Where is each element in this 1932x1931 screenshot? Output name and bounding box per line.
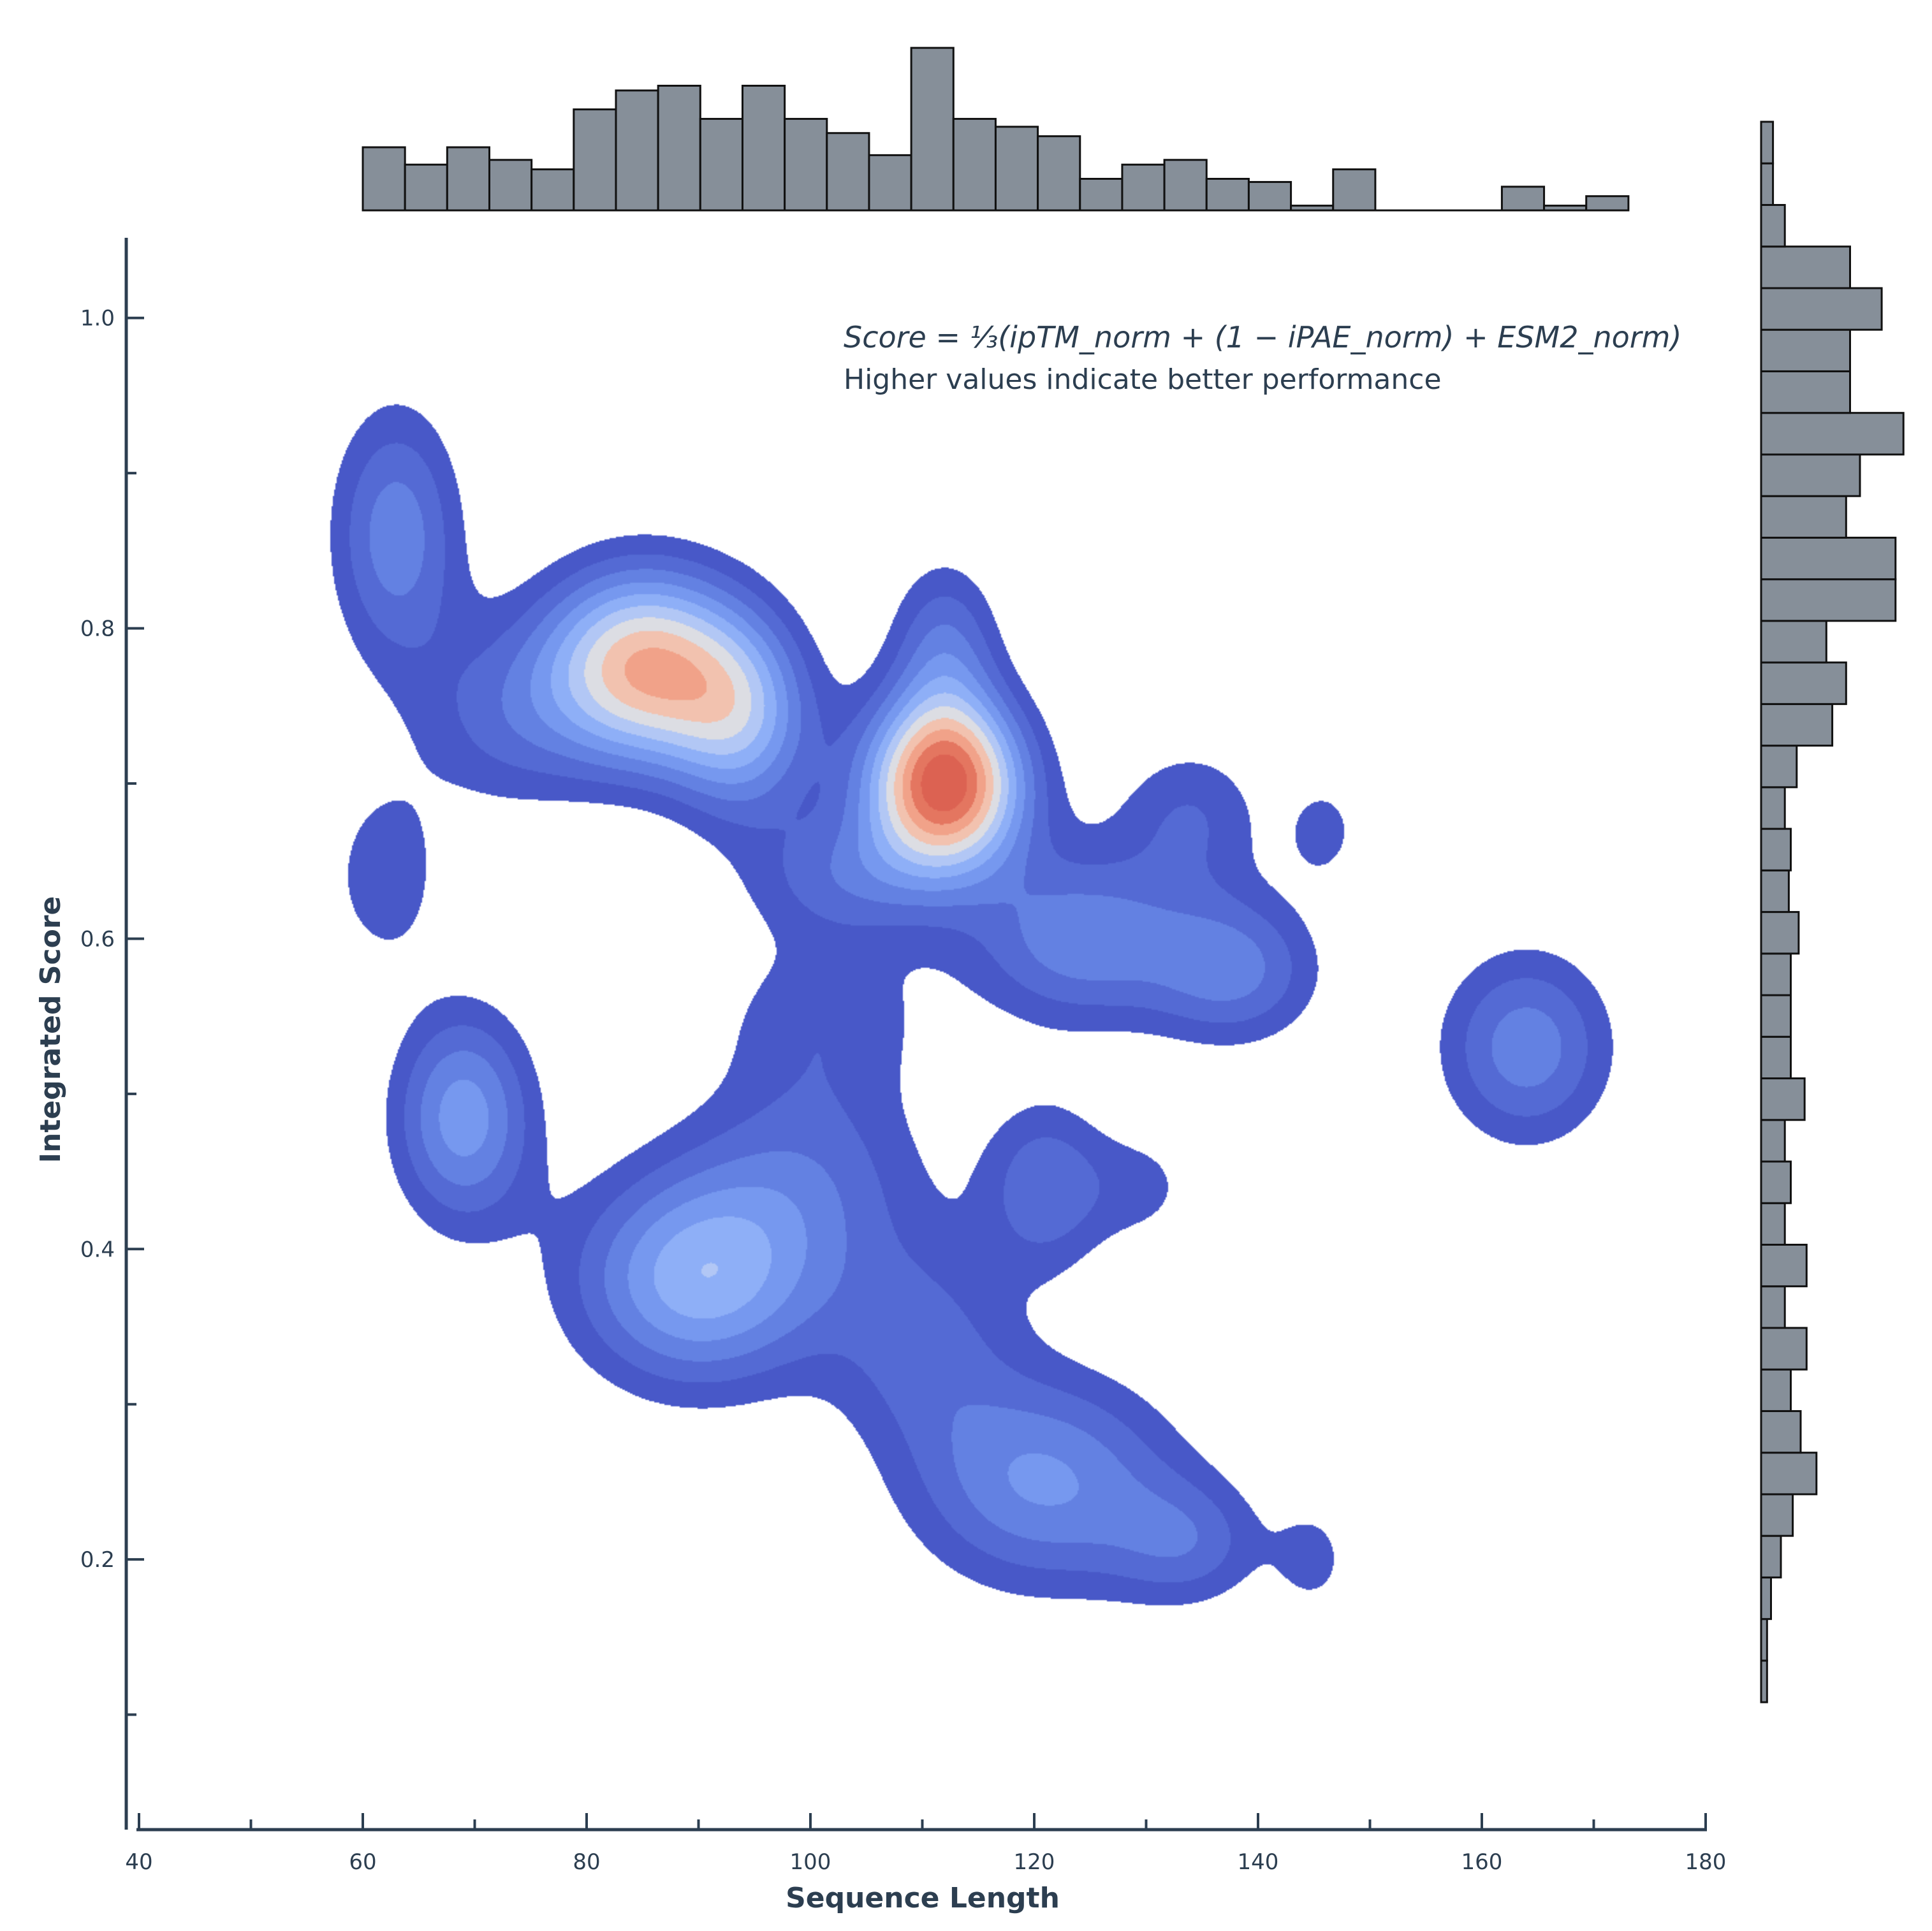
right-histogram-bar: [1760, 1202, 1786, 1246]
top-histogram-bar: [1121, 163, 1166, 212]
score-annotation: Score = ⅓(ipTM_norm + (1 − iPAE_norm) + …: [844, 320, 1681, 396]
top-histogram-bar: [615, 89, 659, 212]
right-histogram-bar: [1760, 786, 1786, 830]
top-histogram-bar: [826, 132, 870, 212]
right-histogram-bar: [1760, 120, 1775, 164]
top-histogram-bar: [1037, 135, 1081, 212]
right-histogram-bar: [1760, 245, 1851, 289]
top-histogram-bar: [1332, 168, 1377, 212]
kde-contour-plot: [128, 242, 1715, 1817]
x-tick-label: 160: [1461, 1849, 1503, 1875]
x-tick-label: 140: [1238, 1849, 1279, 1875]
right-histogram-bar: [1760, 1327, 1808, 1371]
y-tick-label: 0.4: [80, 1237, 115, 1262]
right-histogram-bar: [1760, 412, 1905, 456]
right-histogram-bar: [1760, 745, 1798, 789]
right-histogram-bar: [1760, 1534, 1782, 1578]
top-histogram-bar: [1079, 178, 1123, 212]
right-histogram-bar: [1760, 287, 1883, 331]
x-axis-title: Sequence Length: [786, 1882, 1060, 1914]
right-marginal-histogram: [1760, 120, 1905, 1703]
x-tick-label: 120: [1014, 1849, 1055, 1875]
top-histogram-bar: [784, 117, 828, 212]
right-histogram-bar: [1760, 370, 1851, 414]
right-histogram-bar: [1760, 162, 1775, 206]
y-tick-label: 1.0: [80, 306, 115, 332]
top-histogram-bar: [952, 117, 997, 212]
score-formula: Score = ⅓(ipTM_norm + (1 − iPAE_norm) + …: [844, 320, 1681, 354]
top-histogram-bar: [573, 108, 617, 212]
x-tick-label: 40: [125, 1849, 152, 1875]
x-tick-label: 80: [573, 1849, 600, 1875]
right-histogram-bar: [1760, 1368, 1792, 1412]
right-histogram-bar: [1760, 869, 1790, 914]
right-histogram-bar: [1760, 1410, 1802, 1454]
top-histogram-bar: [1585, 195, 1630, 212]
y-axis: 0.2 0.4 0.6 0.8 1.0: [80, 238, 144, 1830]
top-histogram-bar: [994, 126, 1039, 212]
right-histogram-bar: [1760, 994, 1792, 1038]
top-histogram-bar: [531, 168, 575, 212]
right-histogram-bar: [1760, 328, 1851, 372]
x-tick-label: 60: [349, 1849, 376, 1875]
top-histogram-bar: [404, 163, 448, 212]
right-histogram-bar: [1760, 1618, 1768, 1662]
right-histogram-bar: [1760, 1452, 1818, 1496]
top-histogram-bar: [362, 146, 406, 212]
kde-density-fill: [128, 242, 1715, 1817]
top-histogram-bar: [1500, 186, 1546, 212]
x-axis: 40 60 80 100 120 140 160 180: [125, 1813, 1726, 1875]
right-histogram-bar: [1760, 453, 1861, 497]
right-histogram-bar: [1760, 827, 1792, 871]
top-histogram-bar: [488, 159, 533, 212]
top-histogram-bar: [741, 84, 786, 212]
top-marginal-histogram: [362, 47, 1630, 212]
top-histogram-bar: [699, 117, 743, 212]
right-histogram-bar: [1760, 1285, 1786, 1329]
top-histogram-bar: [1163, 159, 1208, 212]
right-histogram-bar: [1760, 536, 1897, 581]
right-histogram-bar: [1760, 203, 1786, 248]
right-histogram-bar: [1760, 1243, 1808, 1288]
score-note: Higher values indicate better performanc…: [844, 363, 1442, 396]
right-histogram-bar: [1760, 1576, 1772, 1621]
right-histogram-bar: [1760, 952, 1792, 996]
y-axis-title: Integrated Score: [34, 896, 67, 1163]
top-histogram-bar: [446, 146, 490, 212]
right-histogram-bar: [1760, 620, 1827, 664]
x-tick-label: 100: [790, 1849, 831, 1875]
y-tick-label: 0.8: [80, 616, 115, 642]
top-histogram-bar: [1247, 180, 1292, 212]
right-histogram-bar: [1760, 703, 1834, 747]
right-histogram-bar: [1760, 578, 1897, 622]
right-histogram-bar: [1760, 911, 1800, 955]
right-histogram-bar: [1760, 1160, 1792, 1204]
right-histogram-bar: [1760, 1119, 1786, 1163]
top-histogram-bar: [868, 154, 912, 212]
y-tick-label: 0.6: [80, 926, 115, 952]
right-histogram-bar: [1760, 495, 1847, 539]
y-tick-label: 0.2: [80, 1547, 115, 1573]
right-histogram-bar: [1760, 1077, 1806, 1121]
right-histogram-bar: [1760, 1035, 1792, 1080]
right-histogram-bar: [1760, 661, 1847, 705]
right-histogram-bar: [1760, 1659, 1768, 1703]
top-histogram-bar: [657, 84, 701, 212]
x-tick-label: 180: [1685, 1849, 1727, 1875]
top-histogram-bar: [910, 47, 955, 212]
right-histogram-bar: [1760, 1493, 1794, 1537]
top-histogram-bar: [1205, 178, 1250, 212]
